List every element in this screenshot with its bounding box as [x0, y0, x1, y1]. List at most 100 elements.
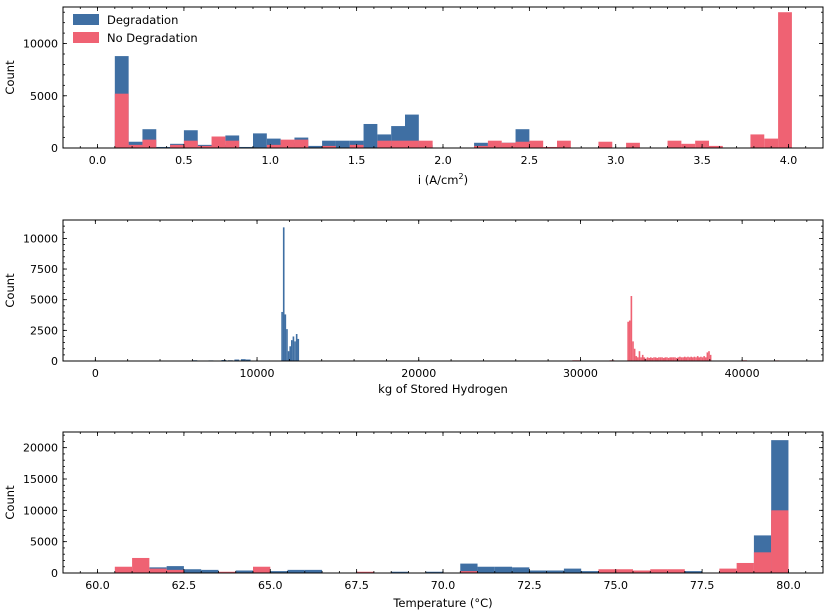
no-degradation-bar — [211, 136, 226, 148]
no-degradation-bar — [487, 140, 502, 148]
no-degradation-bar — [322, 145, 336, 148]
no-degradation-bar — [677, 357, 680, 361]
degradation-bar — [474, 142, 488, 148]
no-degradation-bar — [679, 356, 681, 361]
degradation-bar — [546, 570, 564, 573]
degradation-bar — [322, 140, 336, 148]
degradation-bar — [294, 341, 296, 361]
degradation-bar — [281, 311, 283, 361]
no-degradation-bar — [142, 139, 157, 148]
degradation-bar — [166, 566, 184, 573]
legend-swatch-degradation — [73, 14, 99, 25]
no-degradation-bar — [666, 357, 668, 361]
no-degradation-bar — [701, 357, 704, 361]
no-degradation-bar — [671, 357, 673, 361]
x-tick-label: 2.0 — [434, 154, 452, 167]
no-degradation-bar — [661, 357, 663, 361]
x-tick-label: 10000 — [240, 367, 275, 380]
no-degradation-bar — [166, 569, 184, 573]
legend-label-no-degradation: No Degradation — [107, 31, 198, 45]
degradation-bar — [245, 359, 251, 361]
no-degradation-bar — [675, 357, 678, 361]
legend: Degradation No Degradation — [73, 13, 198, 45]
no-degradation-bar — [674, 357, 676, 361]
y-tick-label: 5000 — [30, 294, 58, 307]
plot-frame — [62, 6, 824, 149]
degradation-bar — [477, 566, 495, 573]
current-density-histogram: 0.0 0.5 1.0 1.5 2.0 2.5 3.0 3.5 4.0 0 5000 10000 Cou… — [3, 6, 824, 187]
no-degradation-bar — [633, 570, 651, 573]
no-degradation-bar — [687, 356, 689, 361]
no-degradation-bar — [659, 357, 662, 361]
y-tick-label: 10000 — [23, 38, 58, 51]
x-tick-label: 3.0 — [607, 154, 625, 167]
y-tick-label: 2500 — [30, 324, 58, 337]
degradation-bar — [460, 563, 478, 573]
degradation-bar — [512, 567, 530, 573]
no-degradation-bar — [667, 569, 685, 573]
no-degradation-bar — [128, 144, 143, 148]
y-tick-label: 15000 — [23, 473, 58, 486]
no-degradation-bar — [460, 571, 478, 573]
no-degradation-bar — [114, 566, 133, 573]
no-degradation-bar — [640, 357, 642, 361]
degradation-bar — [201, 569, 219, 573]
no-degradation-bar — [626, 142, 640, 148]
no-degradation-bar — [635, 356, 638, 361]
no-degradation-bar — [693, 356, 696, 361]
no-degradation-bar — [197, 145, 212, 148]
no-degradation-bar — [266, 144, 281, 148]
no-degradation-bar — [695, 357, 697, 361]
degradation-bar — [270, 571, 288, 573]
no-degradation-bar — [680, 357, 683, 361]
x-tick-label: 3.5 — [693, 154, 711, 167]
no-degradation-bar — [218, 571, 236, 573]
no-degradation-bar — [709, 354, 712, 361]
x-tick-label: 1.0 — [262, 154, 280, 167]
no-degradation-bar — [681, 143, 696, 148]
no-degradation-bar — [294, 139, 309, 148]
x-tick-label: 65.0 — [258, 579, 283, 592]
x-axis-label: kg of Stored Hydrogen — [378, 382, 508, 396]
no-degradation-bar — [543, 146, 557, 148]
y-tick-label: 10000 — [23, 504, 58, 517]
no-degradation-bar — [598, 569, 616, 573]
degradation-bar — [240, 359, 246, 361]
no-degradation-bar — [703, 356, 705, 361]
legend-label-degradation: Degradation — [107, 13, 178, 27]
x-tick-label: 70.0 — [431, 579, 456, 592]
x-tick-label: 0 — [92, 367, 99, 380]
y-axis-label: Count — [3, 485, 17, 520]
no-degradation-bar — [692, 357, 694, 361]
y-axis-label: Count — [3, 273, 17, 308]
x-axis-label: i (A/cm2) — [418, 172, 468, 187]
degradation-bar — [284, 314, 287, 361]
x-tick-label: 72.5 — [517, 579, 542, 592]
plot-frame — [62, 219, 824, 362]
degradation-bar — [234, 359, 240, 361]
degradation-bar — [391, 571, 409, 573]
no-degradation-bar — [377, 140, 392, 148]
no-degradation-bar — [638, 351, 641, 361]
no-degradation-bar — [598, 141, 613, 148]
no-degradation-bar — [708, 351, 710, 361]
no-degradation-bar — [645, 358, 647, 361]
no-degradation-bar — [682, 357, 684, 361]
x-tick-label: 40000 — [725, 367, 760, 380]
degradation-bar — [529, 570, 547, 573]
degradation-bar — [287, 569, 305, 573]
degradation-bar — [581, 571, 599, 573]
no-degradation-bar — [632, 341, 634, 361]
no-degradation-bar — [736, 562, 754, 573]
no-degradation-bar — [764, 138, 779, 148]
no-degradation-bar — [664, 357, 667, 361]
no-degradation-bar — [630, 296, 633, 361]
y-tick-label: 20000 — [23, 442, 58, 455]
no-degradation-bar — [690, 356, 693, 361]
no-degradation-bar — [669, 357, 671, 361]
y-axis-label: Count — [3, 60, 17, 95]
no-degradation-bar — [132, 557, 150, 573]
no-degradation-bar — [656, 357, 659, 361]
no-degradation-bar — [750, 134, 765, 148]
degradation-bar — [286, 329, 288, 361]
